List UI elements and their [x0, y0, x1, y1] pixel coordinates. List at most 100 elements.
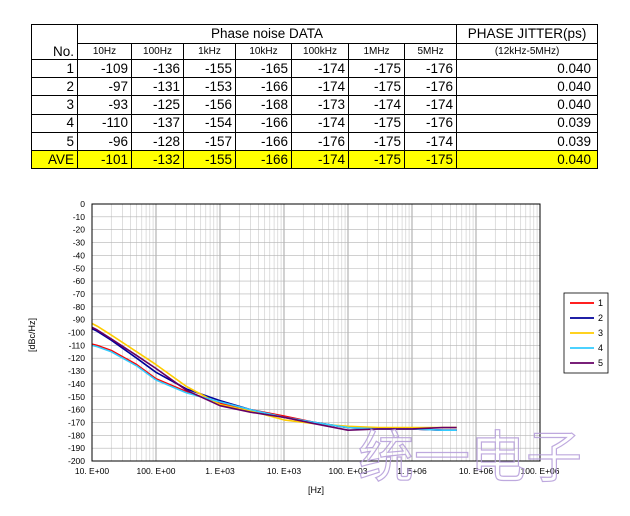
no-header: No. [31, 43, 78, 61]
phase-noise-table: Phase noise DATA PHASE JITTER(ps) No. 10… [31, 23, 599, 170]
legend: 1 2 3 4 5 [563, 292, 609, 374]
y-tick-label: -40 [73, 250, 86, 260]
jitter-cell: 0.040 [456, 59, 599, 79]
phase-noise-cell: -174 [348, 95, 405, 115]
phase-noise-cell: -97 [77, 77, 132, 97]
x-tick-label: 1. E+03 [205, 466, 235, 476]
phase-noise-header: Phase noise DATA [76, 23, 458, 45]
y-tick-label: -20 [73, 225, 86, 235]
x-tick-label: 10. E+06 [459, 466, 494, 476]
phase-noise-cell: -174 [291, 77, 349, 97]
y-tick-label: -190 [68, 443, 85, 453]
series-lines [91, 322, 457, 431]
row-number: 4 [31, 113, 78, 133]
phase-noise-cell: -109 [77, 59, 132, 79]
x-tick-label: 1. E+06 [397, 466, 427, 476]
grid [91, 203, 540, 462]
y-tick-label: -160 [68, 405, 85, 415]
table-row: 3 -93 -125 -156 -168 -173 -174 -174 0.040 [31, 95, 599, 115]
phase-noise-cell: -155 [183, 149, 236, 170]
phase-noise-cell: -175 [348, 77, 405, 97]
legend-label: 1 [598, 298, 603, 308]
phase-noise-cell: -153 [183, 77, 236, 97]
row-number: 1 [31, 59, 78, 79]
phase-noise-cell: -166 [235, 113, 292, 133]
freq-header: 10Hz [77, 43, 132, 61]
freq-header: 1kHz [183, 43, 236, 61]
y-tick-label: -30 [73, 238, 86, 248]
phase-noise-cell: -176 [291, 131, 349, 151]
phase-noise-cell: -175 [403, 149, 458, 170]
y-axis-label: [dBc/Hz] [27, 318, 37, 352]
phase-noise-cell: -154 [183, 113, 236, 133]
phase-noise-cell: -174 [291, 59, 349, 79]
jitter-cell: 0.040 [456, 77, 599, 97]
phase-noise-cell: -136 [131, 59, 184, 79]
y-tick-label: -180 [68, 430, 85, 440]
phase-noise-cell: -132 [131, 149, 184, 170]
y-tick-label: -120 [68, 353, 85, 363]
x-tick-label: 10. E+00 [75, 466, 110, 476]
phase-noise-cell: -166 [235, 77, 292, 97]
phase-noise-cell: -174 [403, 131, 458, 151]
row-number: AVE [31, 149, 78, 170]
phase-noise-cell: -176 [403, 59, 458, 79]
x-tick-labels: 10. E+00 100. E+00 1. E+03 10. E+03 100. E+0… [75, 466, 560, 476]
phase-noise-cell: -174 [291, 149, 349, 170]
x-axis-label: [Hz] [308, 485, 324, 495]
jitter-cell: 0.039 [456, 131, 599, 151]
y-tick-label: -140 [68, 379, 85, 389]
series-line-5 [91, 326, 457, 431]
freq-header: 1MHz [348, 43, 405, 61]
table-row: 4 -110 -137 -154 -166 -174 -175 -176 0.039 [31, 113, 599, 133]
y-tick-label: -100 [68, 328, 85, 338]
phase-noise-cell: -137 [131, 113, 184, 133]
phase-noise-chart: 0 -10 -20 -30 -40 -50 -60 -70 -80 -90 -100 -110 -120… [27, 199, 609, 495]
y-tick-label: -60 [73, 276, 86, 286]
y-tick-label: -150 [68, 392, 85, 402]
y-tick-label: -70 [73, 289, 86, 299]
phase-noise-cell: -96 [77, 131, 132, 151]
phase-noise-cell: -101 [77, 149, 132, 170]
plot-frame [91, 203, 541, 462]
phase-noise-cell: -175 [348, 131, 405, 151]
jitter-header: PHASE JITTER(ps) [456, 23, 599, 45]
y-tick-label: -10 [73, 212, 86, 222]
phase-noise-cell: -173 [291, 95, 349, 115]
table-row: 2 -97 -131 -153 -166 -174 -175 -176 0.040 [31, 77, 599, 97]
y-tick-label: -90 [73, 315, 86, 325]
jitter-range: (12kHz-5MHz) [456, 43, 599, 61]
legend-label: 2 [598, 313, 603, 323]
legend-label: 4 [598, 343, 603, 353]
phase-noise-cell: -175 [348, 149, 405, 170]
phase-noise-cell: -125 [131, 95, 184, 115]
row-number: 5 [31, 131, 78, 151]
table-row: 5 -96 -128 -157 -166 -176 -175 -174 0.039 [31, 131, 599, 151]
watermark-logo: 统一电子 [358, 426, 582, 489]
x-tick-label: 100. E+03 [329, 466, 368, 476]
phase-noise-cell: -93 [77, 95, 132, 115]
jitter-cell: 0.040 [456, 95, 599, 115]
x-tick-label: 10. E+03 [267, 466, 302, 476]
phase-noise-cell: -131 [131, 77, 184, 97]
row-number: 3 [31, 95, 78, 115]
y-tick-label: -50 [73, 263, 86, 273]
phase-noise-cell: -166 [235, 131, 292, 151]
x-tick-label: 100. E+00 [137, 466, 176, 476]
table-row: 1 -109 -136 -155 -165 -174 -175 -176 0.040 [31, 59, 599, 79]
y-tick-label: -130 [68, 366, 85, 376]
row-number: 2 [31, 77, 78, 97]
freq-header: 10kHz [235, 43, 292, 61]
phase-noise-cell: -166 [235, 149, 292, 170]
jitter-cell: 0.039 [456, 113, 599, 133]
phase-noise-cell: -168 [235, 95, 292, 115]
y-tick-labels: 0 -10 -20 -30 -40 -50 -60 -70 -80 -90 -100 -110 -120… [68, 199, 85, 466]
table-row: AVE -101 -132 -155 -166 -174 -175 -175 0.040 [31, 149, 599, 170]
phase-noise-cell: -157 [183, 131, 236, 151]
phase-noise-cell: -110 [77, 113, 132, 133]
table-corner [31, 23, 78, 44]
phase-noise-cell: -175 [348, 113, 405, 133]
legend-label: 3 [598, 328, 603, 338]
y-tick-label: -110 [69, 340, 86, 350]
phase-noise-cell: -176 [403, 113, 458, 133]
